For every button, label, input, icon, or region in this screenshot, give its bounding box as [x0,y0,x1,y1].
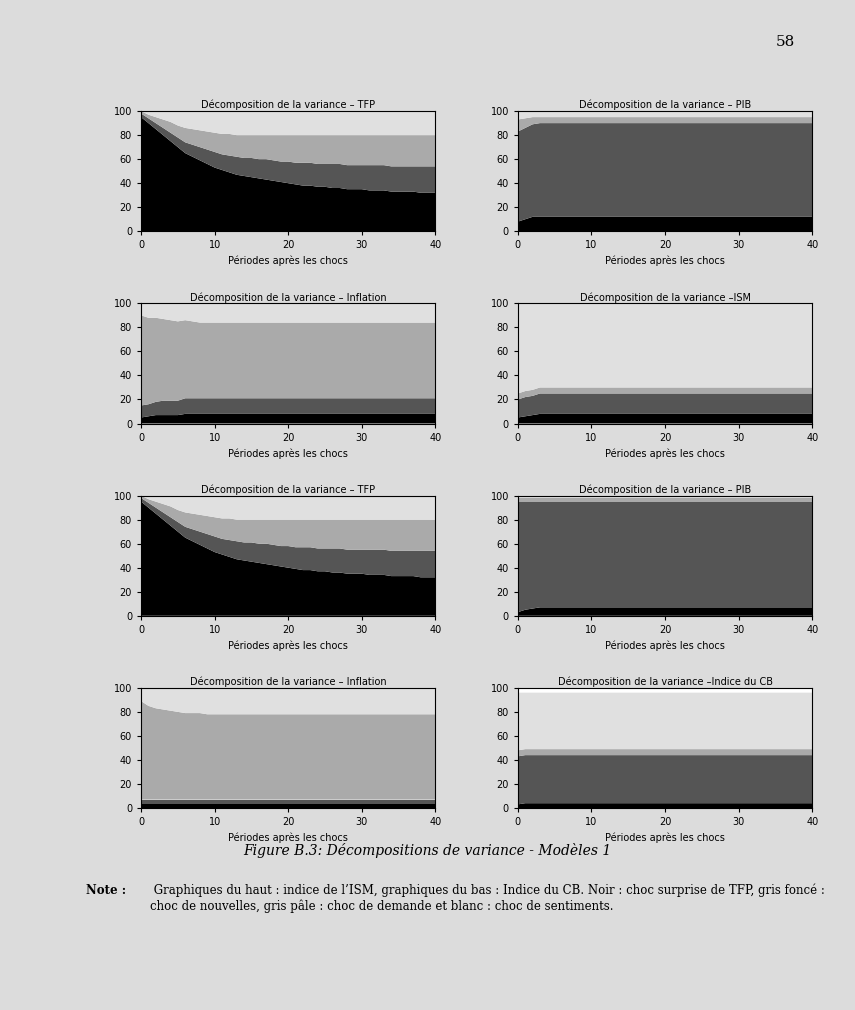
X-axis label: Périodes après les chocs: Périodes après les chocs [605,256,725,267]
X-axis label: Périodes après les chocs: Périodes après les chocs [605,640,725,650]
X-axis label: Périodes après les chocs: Périodes après les chocs [605,448,725,459]
Text: Graphiques du haut : indice de l’ISM, graphiques du bas : Indice du CB. Noir : c: Graphiques du haut : indice de l’ISM, gr… [150,884,824,913]
X-axis label: Périodes après les chocs: Périodes après les chocs [228,832,348,843]
X-axis label: Périodes après les chocs: Périodes après les chocs [228,448,348,459]
Title: Décomposition de la variance – PIB: Décomposition de la variance – PIB [579,485,752,495]
Title: Décomposition de la variance – TFP: Décomposition de la variance – TFP [201,100,375,110]
X-axis label: Périodes après les chocs: Périodes après les chocs [605,832,725,843]
Title: Décomposition de la variance – Inflation: Décomposition de la variance – Inflation [190,292,386,303]
Text: Note :: Note : [86,884,126,897]
Text: 58: 58 [775,35,795,49]
Title: Décomposition de la variance –Indice du CB: Décomposition de la variance –Indice du … [557,677,773,687]
Title: Décomposition de la variance – Inflation: Décomposition de la variance – Inflation [190,677,386,687]
Text: Figure B.3: Décompositions de variance - Modèles 1: Figure B.3: Décompositions de variance -… [244,843,611,858]
Title: Décomposition de la variance – PIB: Décomposition de la variance – PIB [579,100,752,110]
X-axis label: Périodes après les chocs: Périodes après les chocs [228,640,348,650]
X-axis label: Périodes après les chocs: Périodes après les chocs [228,256,348,267]
Title: Décomposition de la variance –ISM: Décomposition de la variance –ISM [580,292,751,303]
Title: Décomposition de la variance – TFP: Décomposition de la variance – TFP [201,485,375,495]
